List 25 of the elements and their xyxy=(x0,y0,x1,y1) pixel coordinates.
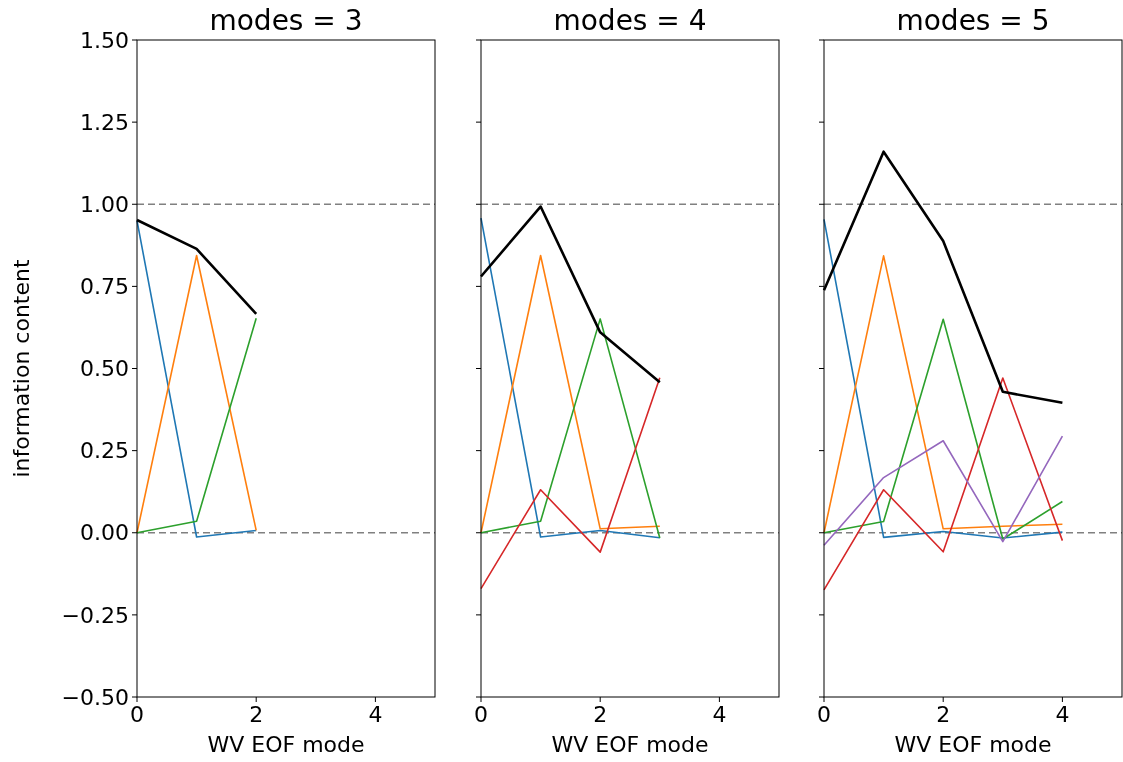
x-tick-label: 2 xyxy=(249,702,264,727)
x-tick-label: 4 xyxy=(712,702,727,727)
chart-title: modes = 3 xyxy=(209,4,363,37)
x-tick-label: 0 xyxy=(817,702,831,727)
x-tick-label: 2 xyxy=(936,702,951,727)
x-tick-label: 2 xyxy=(593,702,608,727)
y-tick-label: 0.00 xyxy=(80,520,129,546)
y-tick-label: 0.25 xyxy=(80,438,129,464)
y-tick-label: −0.25 xyxy=(61,602,129,628)
y-axis-title: information content xyxy=(9,259,34,478)
x-tick-label: 4 xyxy=(1055,702,1070,727)
chart-title: modes = 4 xyxy=(553,4,707,37)
x-tick-label: 0 xyxy=(130,702,144,727)
y-tick-label: 0.75 xyxy=(80,274,129,300)
y-tick-label: −0.50 xyxy=(61,684,129,710)
y-tick-label: 1.25 xyxy=(80,109,129,135)
x-axis-title: WV EOF mode xyxy=(894,732,1052,757)
y-tick-label: 1.50 xyxy=(80,27,129,53)
y-tick-label: 0.50 xyxy=(80,356,129,382)
y-tick-label: 1.00 xyxy=(80,191,129,217)
chart-title: modes = 5 xyxy=(896,4,1050,37)
x-axis-title: WV EOF mode xyxy=(551,732,709,757)
x-tick-label: 0 xyxy=(474,702,488,727)
x-axis-title: WV EOF mode xyxy=(207,732,365,757)
x-tick-label: 4 xyxy=(368,702,383,727)
